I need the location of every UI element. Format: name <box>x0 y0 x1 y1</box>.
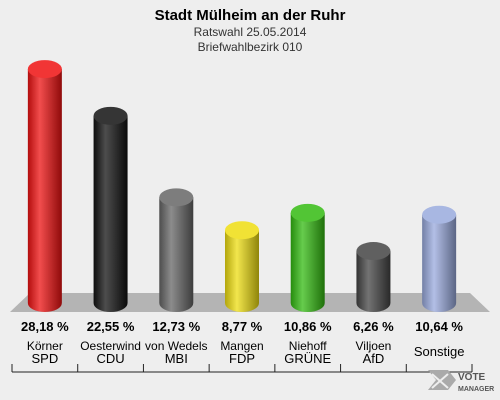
bars-group <box>27 60 457 313</box>
bar-sonstige <box>422 205 457 312</box>
value-label: 28,18 % <box>21 319 69 334</box>
party-label: MBI <box>165 351 188 366</box>
value-label: 8,77 % <box>222 319 263 334</box>
bar-body-mbi <box>159 197 194 312</box>
candidate-label: Viljoen <box>356 339 392 353</box>
logo-text-line1: VOTE <box>458 372 486 383</box>
party-label: AfD <box>363 351 385 366</box>
party-label: CDU <box>96 351 124 366</box>
candidate-label: Mangen <box>220 339 263 353</box>
chart-subtitle-date: Ratswahl 25.05.2014 <box>194 25 307 39</box>
bar-body-cdu <box>93 115 128 313</box>
vote-manager-logo: VOTE MANAGER <box>428 370 494 393</box>
bar-cdu <box>93 106 128 313</box>
chart-subtitle-district: Briefwahlbezirk 010 <box>198 40 303 54</box>
bar-mbi <box>159 188 194 312</box>
bar-body-grüne <box>290 212 325 312</box>
value-label: 12,73 % <box>152 319 200 334</box>
bar-top-afd <box>356 242 391 261</box>
bar-body-afd <box>356 251 391 312</box>
bar-fdp <box>225 221 259 312</box>
logo-text-line2: MANAGER <box>458 386 494 393</box>
candidate-label: Niehoff <box>289 339 327 353</box>
party-label: GRÜNE <box>284 351 331 366</box>
bar-top-sonstige <box>422 205 457 224</box>
value-label: 22,55 % <box>87 319 135 334</box>
candidate-label: von Wedels <box>145 339 207 353</box>
axis-ticks <box>11 364 473 372</box>
bar-top-spd <box>27 60 62 79</box>
bar-top-fdp <box>225 221 259 240</box>
value-label: 10,86 % <box>284 319 332 334</box>
bar-spd <box>27 60 62 312</box>
bar-afd <box>356 242 391 312</box>
chart-title: Stadt Mülheim an der Ruhr <box>155 7 346 24</box>
value-label: 10,64 % <box>415 319 463 334</box>
bar-top-grüne <box>290 203 325 222</box>
party-label: FDP <box>229 351 255 366</box>
candidate-label: Oesterwind <box>80 339 141 353</box>
value-label: 6,26 % <box>353 319 394 334</box>
bar-body-spd <box>27 69 62 312</box>
party-label: SPD <box>31 351 58 366</box>
bar-body-fdp <box>225 230 259 312</box>
bar-grüne <box>290 203 325 312</box>
bar-top-cdu <box>93 106 128 125</box>
candidate-label: Körner <box>27 339 63 353</box>
bar-body-sonstige <box>422 214 457 312</box>
bar-top-mbi <box>159 188 194 207</box>
party-label: Sonstige <box>414 344 465 359</box>
